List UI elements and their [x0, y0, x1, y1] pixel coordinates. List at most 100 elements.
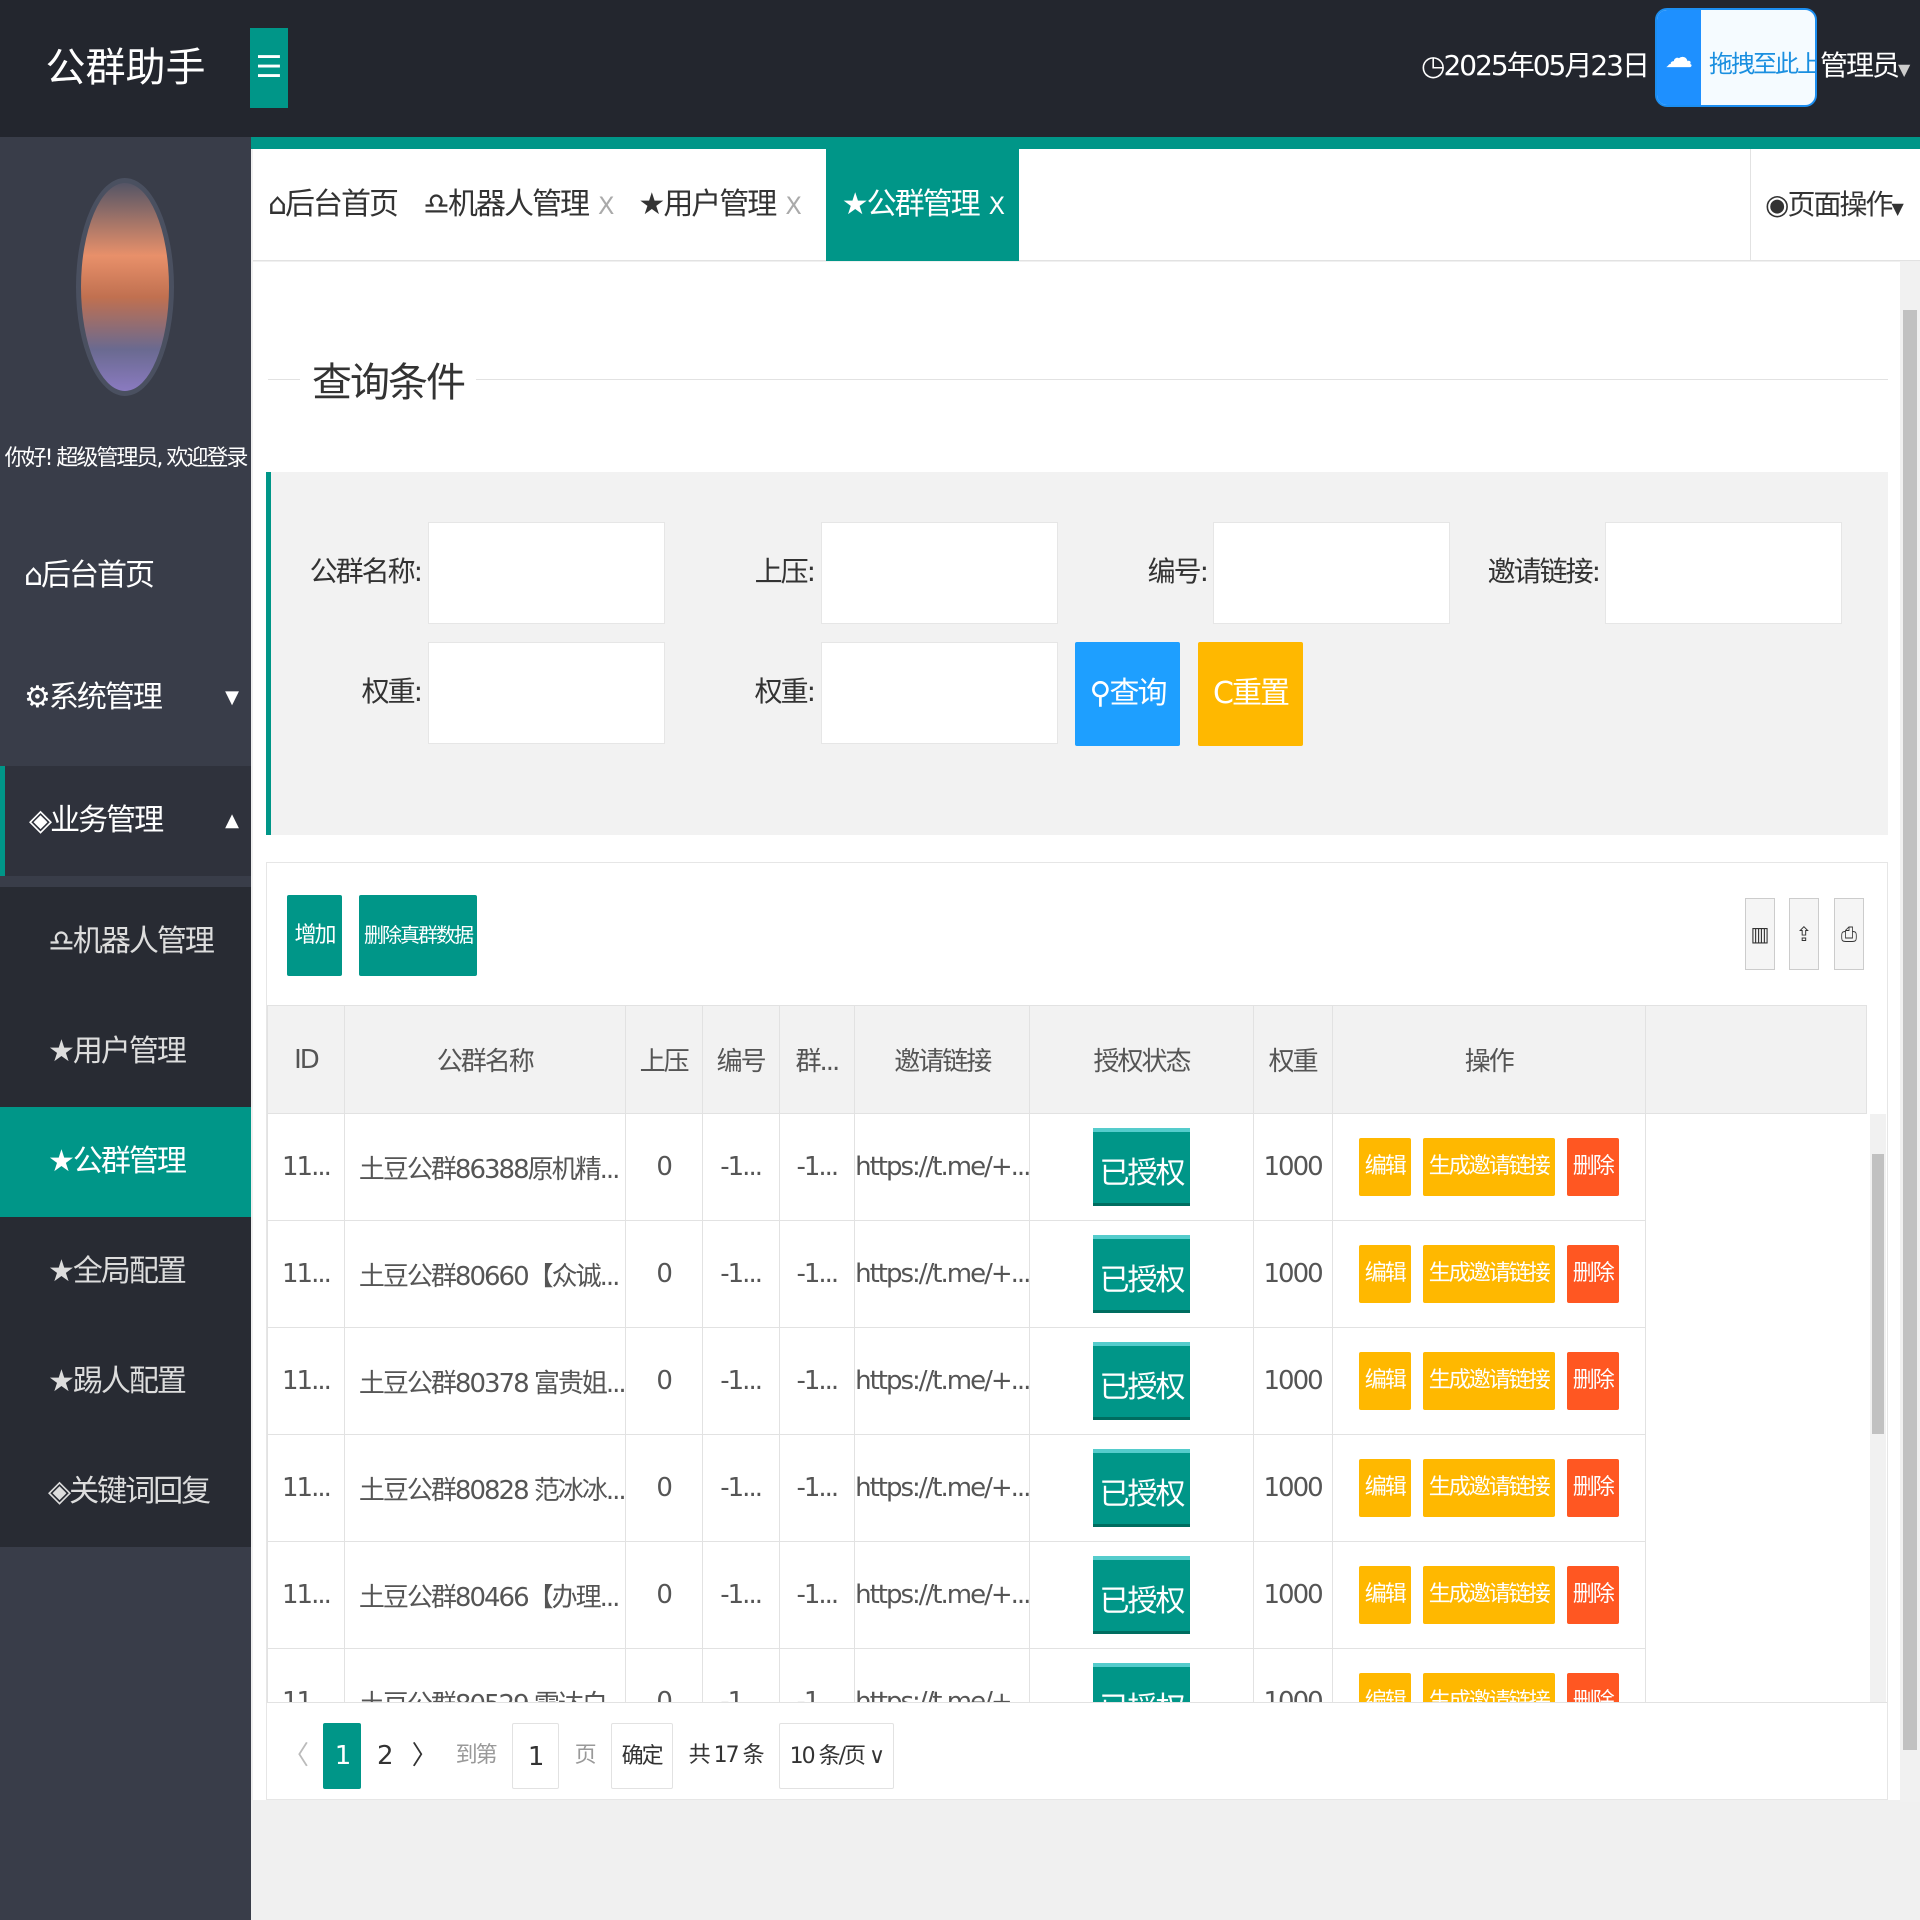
column-header[interactable]: 授权状态 [1029, 1005, 1254, 1114]
filler [1646, 1435, 1867, 1542]
close-icon[interactable]: X [785, 192, 802, 220]
label-weight-2: 权重: [754, 675, 816, 708]
tab-groups[interactable]: ★公群管理 X [825, 149, 1020, 261]
edit-button[interactable]: 编辑 [1358, 1459, 1411, 1517]
generate-invite-button[interactable]: 生成邀请链接 [1422, 1138, 1555, 1196]
cell-grp: -1... [778, 1327, 856, 1435]
table-scrollbar[interactable] [1870, 1114, 1886, 1702]
delete-button[interactable]: 删除 [1566, 1459, 1619, 1517]
page-operations-menu[interactable]: ◉页面操作▼ [1750, 149, 1920, 261]
header-filler [1645, 1005, 1867, 1114]
edit-button[interactable]: 编辑 [1358, 1673, 1411, 1702]
page-size-select[interactable]: 10 条/页 ∨ [778, 1723, 895, 1789]
cell-grp: -1... [778, 1434, 856, 1542]
tab-users[interactable]: ★用户管理 X [638, 187, 802, 222]
column-header[interactable]: 编号 [701, 1005, 780, 1114]
generate-invite-button[interactable]: 生成邀请链接 [1422, 1566, 1555, 1624]
sidebar-item-users[interactable]: ★用户管理 [0, 997, 251, 1107]
invite-link-input[interactable] [1605, 522, 1842, 624]
edit-button[interactable]: 编辑 [1358, 1138, 1411, 1196]
caret-up-icon: ▲ [225, 810, 239, 831]
add-button[interactable]: 增加 [287, 895, 342, 976]
page-1-button[interactable]: 1 [323, 1723, 362, 1789]
group-name-input[interactable] [428, 522, 665, 624]
boost-input[interactable] [821, 522, 1058, 624]
columns-icon[interactable]: ▥ [1745, 898, 1775, 970]
generate-invite-button[interactable]: 生成邀请链接 [1422, 1673, 1555, 1702]
edit-button[interactable]: 编辑 [1358, 1245, 1411, 1303]
column-header[interactable]: ID [267, 1005, 345, 1114]
delete-button[interactable]: 删除 [1566, 1245, 1619, 1303]
tab-robots[interactable]: ♎机器人管理 X [423, 187, 615, 222]
close-icon[interactable]: X [988, 192, 1006, 220]
cell-up: 0 [624, 1220, 703, 1328]
sidebar-item-kick-config[interactable]: ★踢人配置 [0, 1327, 251, 1437]
column-header[interactable]: 群... [778, 1005, 856, 1114]
search-icon: ⚲ [1089, 676, 1112, 711]
generate-invite-button[interactable]: 生成邀请链接 [1422, 1352, 1555, 1410]
sidebar-item-system[interactable]: ⚙系统管理 ▼ [0, 643, 251, 753]
cell-grp: -1... [778, 1648, 856, 1702]
sidebar-item-groups[interactable]: ★公群管理 [0, 1107, 251, 1217]
gear-icon: ⚙ [24, 680, 51, 715]
column-header[interactable]: 公群名称 [343, 1005, 626, 1114]
user-menu[interactable]: 管理员▼ [1820, 44, 1910, 84]
sidebar-item-business[interactable]: ◈业务管理 ▲ [0, 766, 251, 876]
query-button[interactable]: ⚲查询 [1075, 642, 1180, 746]
print-icon[interactable]: ⎙ [1834, 898, 1864, 970]
generate-invite-button[interactable]: 生成邀请链接 [1422, 1459, 1555, 1517]
prev-page-button[interactable]: 〈 [283, 1741, 309, 1771]
sidebar-item-keyword-reply[interactable]: ◈关键词回复 [0, 1437, 251, 1547]
cell-actions: 编辑 生成邀请链接 删除 [1331, 1113, 1647, 1221]
sidebar-item-home[interactable]: ⌂后台首页 [24, 558, 155, 593]
header-divider [251, 137, 1920, 149]
generate-invite-button[interactable]: 生成邀请链接 [1422, 1245, 1555, 1303]
caret-down-icon: ▼ [225, 687, 239, 708]
status-badge: 已授权 [1093, 1449, 1191, 1527]
delete-button[interactable]: 删除 [1566, 1138, 1619, 1196]
cell-actions: 编辑 生成邀请链接 删除 [1331, 1648, 1647, 1702]
delete-button[interactable]: 删除 [1566, 1566, 1619, 1624]
edit-button[interactable]: 编辑 [1358, 1566, 1411, 1624]
delete-real-groups-button[interactable]: 删除真群数据 [359, 895, 477, 976]
page-scrollbar[interactable] [1900, 262, 1920, 1802]
sidebar-item-global-config[interactable]: ★全局配置 [0, 1217, 251, 1327]
cell-up: 0 [624, 1327, 703, 1435]
page-2-button[interactable]: 2 [377, 1741, 394, 1771]
upload-drop-zone[interactable]: ☁ 拖拽至此上传 [1655, 8, 1817, 107]
cell-weight: 1000 [1252, 1113, 1333, 1221]
hamburger-icon: ☰ [255, 50, 283, 85]
close-icon[interactable]: X [597, 192, 615, 220]
cell-name: 土豆公群80378 富贵姐... [343, 1327, 626, 1435]
next-page-button[interactable]: 〉 [411, 1741, 438, 1771]
search-legend: 查询条件 [300, 350, 476, 408]
column-header[interactable]: 邀请链接 [854, 1005, 1031, 1114]
cell-actions: 编辑 生成邀请链接 删除 [1331, 1327, 1647, 1435]
tab-home[interactable]: ⌂后台首页 [268, 187, 399, 222]
sidebar-item-robots[interactable]: ♎机器人管理 [0, 887, 251, 997]
confirm-page-button[interactable]: 确定 [610, 1723, 673, 1789]
layers-icon: ◈ [48, 1474, 71, 1509]
column-header[interactable]: 权重 [1252, 1005, 1333, 1114]
weight-min-input[interactable] [428, 642, 665, 744]
cell-no: -1... [701, 1220, 780, 1328]
cell-grp: -1... [778, 1220, 856, 1328]
menu-toggle-button[interactable]: ☰ [250, 28, 288, 108]
status-badge: 已授权 [1093, 1663, 1191, 1702]
goto-label: 到第 [455, 1743, 498, 1768]
sidebar: 你好! 超级管理员, 欢迎登录 ⌂后台首页 ⚙系统管理 ▼ ◈业务管理 ▲ ♎机器人… [0, 137, 251, 1920]
export-icon[interactable]: ⇪ [1789, 898, 1819, 970]
column-header[interactable]: 上压 [624, 1005, 703, 1114]
delete-button[interactable]: 删除 [1566, 1673, 1619, 1702]
reset-button[interactable]: C重置 [1198, 642, 1303, 746]
number-input[interactable] [1213, 522, 1450, 624]
goto-page-input[interactable]: 1 [511, 1723, 559, 1789]
column-header[interactable]: 操作 [1331, 1005, 1647, 1114]
edit-button[interactable]: 编辑 [1358, 1352, 1411, 1410]
cell-name: 土豆公群80660【众诚... [343, 1220, 626, 1328]
weight-max-input[interactable] [821, 642, 1058, 744]
cell-link: https://t.me/+... [854, 1327, 1031, 1435]
table-header: ID 公群名称 上压 编号 群... 邀请链接 授权状态 权重 操作 [267, 1005, 1867, 1114]
bell-icon: ♎ [423, 187, 450, 222]
delete-button[interactable]: 删除 [1566, 1352, 1619, 1410]
